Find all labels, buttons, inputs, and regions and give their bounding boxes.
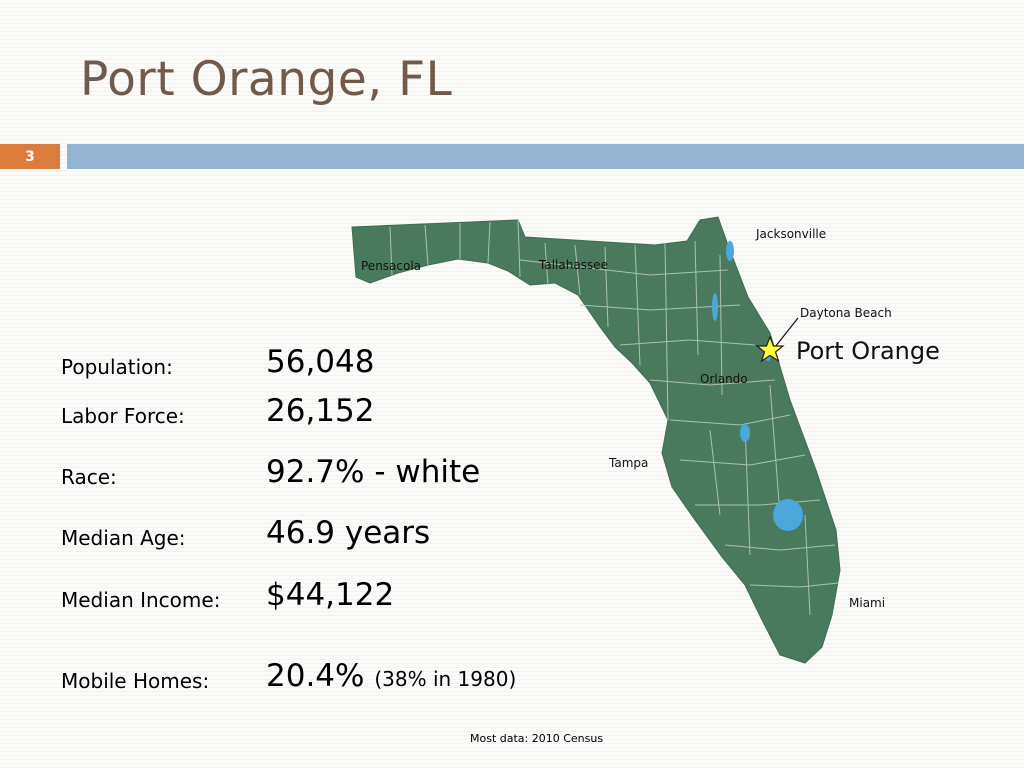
stat-note-mobile-homes: (38% in 1980) [374,667,517,691]
city-label-pensacola: Pensacola [361,259,422,273]
stat-value-race: 92.7% - white [266,454,481,490]
florida-map [351,216,841,664]
city-label-tallahassee: Tallahassee [539,258,608,272]
city-label-tampa: Tampa [609,456,649,470]
water-features [712,241,803,531]
stat-value-mobile-homes: 20.4% (38% in 1980) [266,658,516,694]
city-label-daytona-beach: Daytona Beach [800,306,892,320]
port-orange-star [755,335,785,363]
stat-value-median-age: 46.9 years [266,515,431,551]
stat-value-mobile-homes-number: 20.4% [266,658,365,694]
footnote: Most data: 2010 Census [470,732,604,745]
city-label-miami: Miami [849,596,886,610]
stat-value-labor-force: 26,152 [266,393,375,429]
stat-label-race: Race: [61,465,117,489]
city-label-jacksonville: Jacksonville [756,227,827,241]
header-bar [67,144,1024,169]
county-lines [389,219,839,616]
slide-number: 3 [0,144,60,169]
daytona-pointer-line [774,317,799,348]
stat-label-mobile-homes: Mobile Homes: [61,669,210,693]
florida-landmass [351,216,841,664]
slide-title: Port Orange, FL [80,52,453,107]
city-label-port-orange: Port Orange [796,337,940,365]
city-label-orlando: Orlando [700,372,748,386]
stat-label-median-income: Median Income: [61,588,221,612]
stat-label-labor-force: Labor Force: [61,404,185,428]
stat-label-median-age: Median Age: [61,526,186,550]
stat-label-population: Population: [61,355,173,379]
stat-value-median-income: $44,122 [266,577,395,613]
stat-value-population: 56,048 [266,344,375,380]
